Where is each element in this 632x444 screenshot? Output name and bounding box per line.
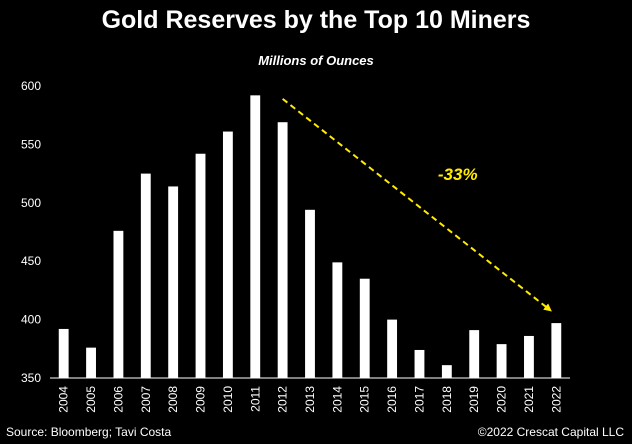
bar-2006 bbox=[113, 230, 124, 378]
x-tick-label: 2021 bbox=[522, 386, 536, 413]
x-tick-label: 2008 bbox=[166, 386, 180, 413]
x-tick-label: 2004 bbox=[57, 386, 71, 413]
x-tick-label: 2017 bbox=[412, 386, 426, 413]
bar-2017 bbox=[414, 349, 425, 378]
x-tick-label: 2007 bbox=[139, 386, 153, 413]
x-tick-label: 2011 bbox=[248, 386, 262, 412]
trend-annotation: -33% bbox=[282, 98, 552, 312]
x-tick-label: 2010 bbox=[221, 386, 235, 413]
x-axis: 2004 2005 2006 2007 2008 2009 2010 2011 2012 2013… bbox=[50, 377, 570, 413]
bar-2020 bbox=[496, 344, 507, 378]
bar-2019 bbox=[469, 330, 480, 378]
x-tick-label: 2022 bbox=[549, 386, 563, 413]
bar-2015 bbox=[359, 278, 370, 378]
bar-2008 bbox=[168, 186, 179, 378]
bar-2007 bbox=[140, 173, 151, 378]
chart-subtitle: Millions of Ounces bbox=[258, 53, 374, 68]
bars bbox=[58, 95, 562, 379]
x-tick-label: 2009 bbox=[194, 386, 208, 413]
y-tick-label: 550 bbox=[21, 137, 41, 151]
bar-2005 bbox=[86, 347, 96, 378]
bar-2011 bbox=[250, 95, 261, 379]
y-tick-label: 350 bbox=[21, 371, 41, 385]
x-tick-label: 2012 bbox=[276, 386, 290, 413]
trend-label: -33% bbox=[438, 165, 478, 184]
x-tick-label: 2020 bbox=[495, 386, 509, 413]
x-tick-label: 2013 bbox=[303, 386, 317, 413]
x-tick-label: 2005 bbox=[84, 386, 98, 413]
y-tick-label: 500 bbox=[21, 196, 41, 210]
y-axis: 350 400 450 500 550 600 bbox=[21, 79, 41, 385]
trend-arrow bbox=[282, 98, 552, 312]
bar-2016 bbox=[387, 319, 398, 378]
source-note: Source: Bloomberg; Tavi Costa bbox=[6, 425, 172, 439]
y-tick-label: 600 bbox=[21, 79, 41, 93]
bar-2022 bbox=[551, 323, 562, 378]
bar-2009 bbox=[195, 153, 206, 378]
bar-2004 bbox=[58, 328, 69, 378]
x-tick-label: 2006 bbox=[111, 386, 125, 413]
x-tick-label: 2019 bbox=[467, 386, 481, 413]
x-tick-label: 2016 bbox=[385, 386, 399, 413]
copyright-note: ©2022 Crescat Capital LLC bbox=[477, 425, 624, 439]
x-tick-label: 2018 bbox=[440, 386, 454, 413]
bar-2012 bbox=[277, 122, 288, 378]
x-tick-label: 2014 bbox=[330, 386, 344, 413]
chart-title: Gold Reserves by the Top 10 Miners bbox=[101, 6, 531, 34]
bar-2010 bbox=[222, 131, 233, 378]
bar-2018 bbox=[441, 365, 452, 378]
bar-2014 bbox=[332, 262, 343, 378]
bar-2013 bbox=[305, 209, 315, 378]
y-tick-label: 400 bbox=[21, 313, 41, 327]
x-tick-label: 2015 bbox=[358, 386, 372, 413]
bar-2021 bbox=[524, 335, 534, 378]
y-tick-label: 450 bbox=[21, 254, 41, 268]
